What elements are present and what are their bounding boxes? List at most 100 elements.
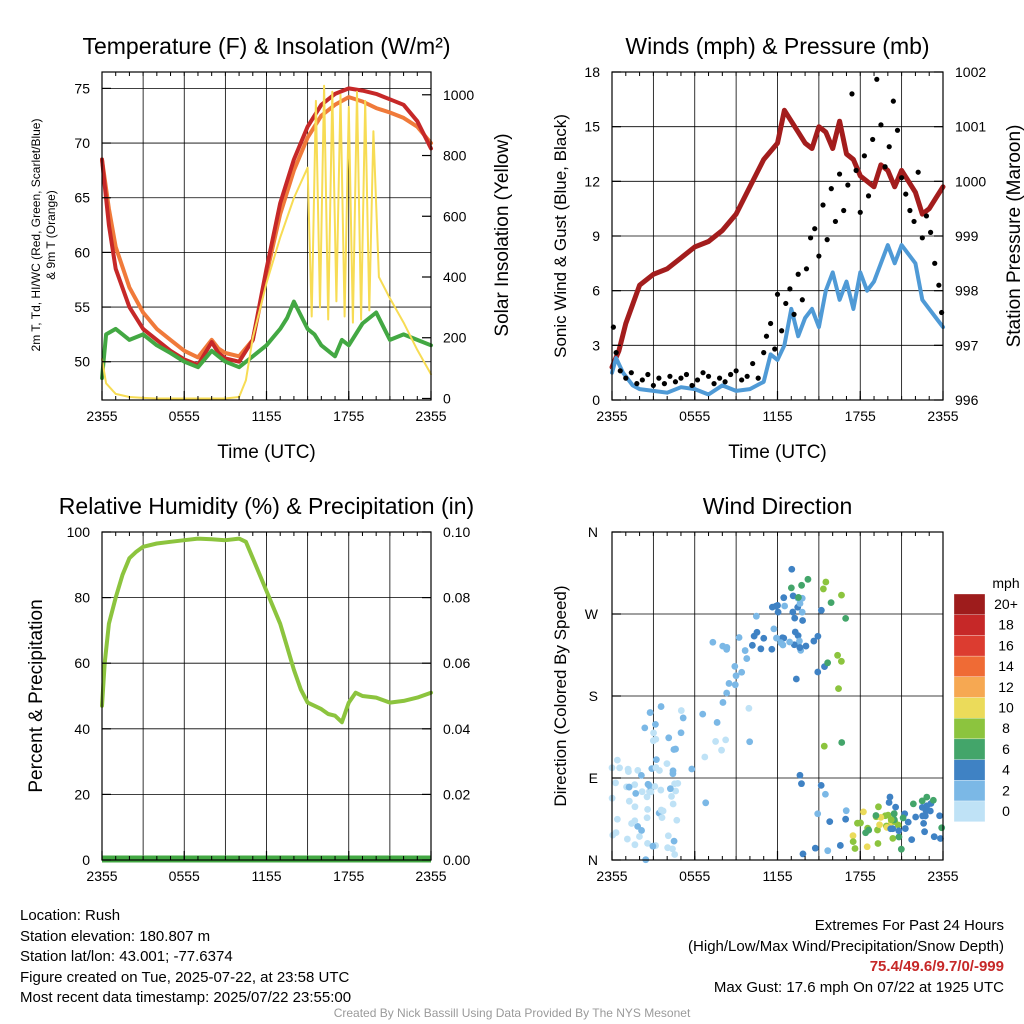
wind-gust-point: [650, 382, 656, 389]
dir-point: [688, 765, 696, 773]
wind-gust-point: [761, 350, 767, 356]
rh-xtick-label: 0555: [169, 868, 200, 884]
wind-gust-point: [722, 379, 728, 385]
dir-point: [670, 837, 678, 845]
wind-xlabel: Time (UTC): [728, 442, 827, 463]
dir-point: [791, 628, 799, 636]
dir-point: [719, 699, 727, 706]
wind-gust-point: [803, 266, 810, 272]
dir-point: [651, 782, 659, 790]
dir-legend-label: 2: [1002, 782, 1010, 798]
wind-gust-point: [828, 186, 834, 192]
dir-point: [647, 788, 655, 796]
dir-point: [637, 771, 645, 779]
wind-gust-point: [832, 218, 839, 225]
dir-point: [772, 602, 780, 610]
wind-series-blue: [610, 243, 945, 397]
dir-ytick-label: W: [585, 606, 599, 622]
dir-point: [672, 745, 679, 753]
wind-gust-point: [733, 368, 739, 374]
dir-point: [638, 827, 645, 834]
dir-point: [923, 793, 931, 801]
dir-point: [890, 810, 898, 818]
dir-ytick-label: N: [588, 852, 598, 868]
dir-legend-swatch: [953, 800, 986, 822]
dir-point: [732, 672, 740, 680]
wind-gust-point: [861, 153, 867, 159]
temp-y2tick-label: 1000: [443, 87, 474, 103]
dir-point: [901, 825, 909, 832]
wind-gust-point: [932, 260, 938, 266]
dir-point: [838, 739, 846, 746]
dir-xtick-label: 2355: [596, 868, 627, 884]
dir-point: [625, 797, 633, 805]
station-elevation: Station elevation: 180.807 m: [20, 927, 211, 945]
wind-gust-point: [750, 360, 756, 367]
dir-point: [641, 724, 649, 732]
wind-gust-point: [755, 375, 761, 381]
dir-point: [860, 808, 867, 816]
dir-legend-label: 10: [998, 700, 1014, 716]
dir-legend-label: 6: [1002, 741, 1010, 757]
wind-y2tick-label: 997: [955, 337, 979, 353]
wind-gust-point: [739, 377, 745, 383]
dir-point: [788, 565, 796, 573]
dir-point: [644, 840, 651, 847]
wind-gust-point: [774, 291, 781, 297]
rh-ytick-label: 80: [74, 590, 90, 606]
wind-gust-point: [711, 381, 717, 387]
dir-legend-label: 14: [998, 658, 1014, 674]
wind-gust-point: [894, 127, 901, 133]
wind-gust-point: [705, 373, 712, 379]
dir-point: [799, 850, 807, 858]
wind-gust-point: [820, 202, 826, 208]
dir-point: [799, 617, 807, 624]
dir-legend-label: 18: [998, 617, 1014, 633]
dir-point: [827, 599, 835, 607]
wind-gust-point: [915, 169, 921, 175]
wind-gust-point: [634, 381, 640, 387]
dir-point: [699, 710, 707, 718]
wind-gust-point: [728, 371, 734, 378]
dir-point: [634, 766, 642, 774]
dir-legend-swatch: [953, 780, 986, 802]
dir-ytick-label: N: [588, 524, 598, 540]
wind-gust-point: [779, 328, 785, 334]
dir-point: [938, 824, 946, 832]
dir-point: [836, 842, 844, 849]
dir-point: [865, 826, 873, 834]
dir-point: [609, 831, 617, 839]
temp-xtick-label: 1155: [251, 408, 281, 424]
dir-point: [814, 810, 822, 818]
dir-point: [677, 707, 685, 714]
dir-point: [817, 781, 825, 789]
dir-point: [701, 753, 709, 761]
wind-gust-point: [787, 286, 793, 292]
dir-point: [668, 792, 675, 800]
dir-point: [849, 832, 857, 840]
wind-gust-point: [903, 191, 909, 197]
wind-y2tick-label: 999: [955, 228, 979, 244]
wind-gust-point: [783, 300, 789, 307]
wind-gust-point: [870, 136, 876, 143]
dir-point: [673, 816, 681, 824]
dir-point: [842, 807, 850, 815]
dir-point: [632, 790, 640, 797]
dir-point: [842, 614, 850, 622]
temp-ytick-label: 60: [74, 244, 90, 260]
wind-gust-point: [849, 91, 855, 97]
dir-point: [748, 641, 756, 649]
rh-ytick-label: 40: [74, 721, 90, 737]
rh-y2tick-label: 0.00: [443, 852, 470, 868]
dir-point: [908, 836, 916, 844]
station-latlon: Station lat/lon: 43.001; -77.6374: [20, 948, 233, 965]
dir-point: [780, 594, 788, 602]
dir-point: [652, 735, 660, 743]
dir-point: [923, 802, 931, 810]
wind-series-maroon: [609, 107, 946, 370]
wind-gust-point: [812, 226, 818, 232]
dir-point: [738, 668, 746, 676]
dir-point: [814, 668, 822, 676]
dir-point: [822, 578, 830, 586]
recent-timestamp: Most recent data timestamp: 2025/07/22 2…: [20, 989, 352, 1006]
